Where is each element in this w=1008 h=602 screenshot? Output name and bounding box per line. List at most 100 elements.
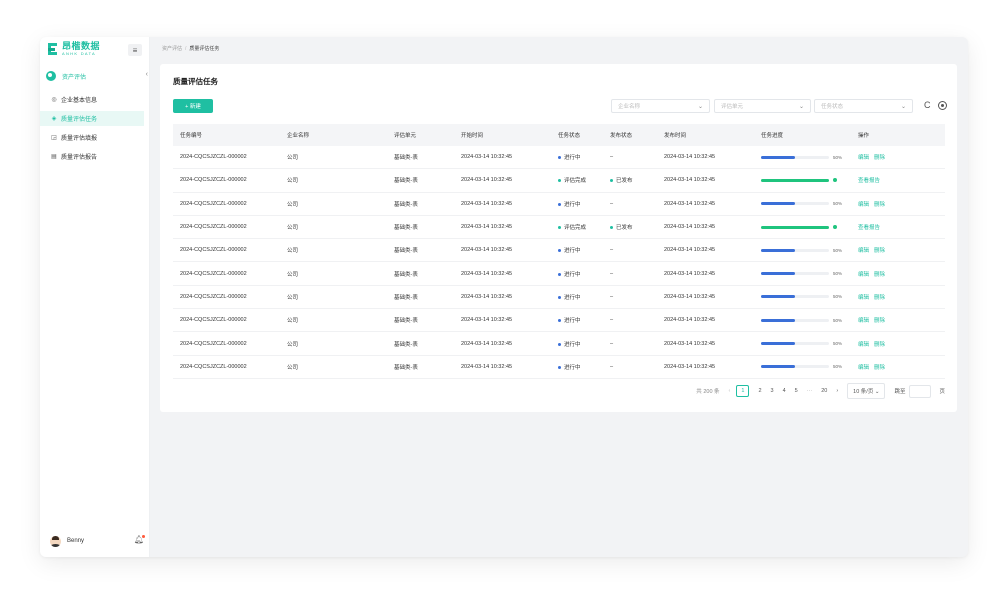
progress-bar bbox=[761, 178, 851, 183]
task-id-cell: 2024-CQCSJZCZL-000002 bbox=[180, 363, 247, 370]
pagination: 共 200 条 ‹ 1 2 3 4 5 ··· 20 › 10 条/页 ⌄ 跳至… bbox=[687, 383, 945, 399]
chevron-down-icon: ⌄ bbox=[798, 104, 804, 110]
page-button-current[interactable]: 1 bbox=[736, 385, 750, 397]
publish-status-cell: – bbox=[603, 341, 657, 347]
progress-fill bbox=[761, 365, 795, 369]
task-id-cell: 2024-CQCSJZCZL-000002 bbox=[180, 177, 247, 184]
progress-track bbox=[761, 202, 829, 206]
start-time-cell: 2024-03-14 10:32:45 bbox=[461, 317, 513, 324]
progress-cell bbox=[754, 178, 851, 183]
unit-filter-select[interactable]: 评估单元 ⌄ bbox=[714, 99, 811, 113]
progress-fill bbox=[761, 225, 829, 229]
next-page-icon[interactable]: › bbox=[836, 388, 839, 394]
view-report-link[interactable]: 查看报告 bbox=[858, 225, 881, 232]
publish-text: – bbox=[610, 340, 614, 347]
page-button[interactable]: 5 bbox=[794, 388, 798, 394]
progress-bar: 50% bbox=[761, 155, 851, 160]
status-text: 进行中 bbox=[564, 155, 581, 162]
progress-fill bbox=[761, 248, 795, 252]
delete-link[interactable]: 删除 bbox=[874, 294, 886, 301]
page-size-select[interactable]: 10 条/页 ⌄ bbox=[847, 383, 886, 399]
new-button[interactable]: + 新建 bbox=[173, 99, 213, 113]
publish-status-cell: 已发布 bbox=[603, 176, 657, 184]
company-cell: 公司 bbox=[287, 225, 299, 232]
status-dot bbox=[558, 319, 561, 323]
edit-link[interactable]: 编辑 bbox=[858, 294, 870, 301]
publish-time-cell: 2024-03-14 10:32:45 bbox=[664, 200, 716, 207]
delete-link[interactable]: 删除 bbox=[874, 318, 886, 325]
actions-cell: 编辑 删除 bbox=[851, 363, 945, 371]
bell-icon[interactable]: 🔔︎ bbox=[133, 535, 145, 544]
menu-toggle-icon[interactable]: ≡ bbox=[128, 44, 142, 56]
delete-link[interactable]: 删除 bbox=[874, 155, 886, 162]
edit-link[interactable]: 编辑 bbox=[858, 248, 870, 255]
module-switcher[interactable]: 资产评估 ‹ bbox=[46, 69, 150, 83]
column-header: 任务编号 bbox=[180, 133, 203, 139]
logo-icon bbox=[48, 43, 59, 55]
prev-page-icon[interactable]: ‹ bbox=[728, 388, 731, 394]
progress-percent: 50% bbox=[833, 341, 843, 347]
notification-dot bbox=[142, 535, 145, 538]
company-filter-select[interactable]: 企业名称 ⌄ bbox=[611, 99, 710, 113]
task-table: 任务编号 企业名称 评估单元 开始时间 任务状态 发布状态 发布时间 任务进度 … bbox=[173, 124, 945, 379]
breadcrumb-separator: / bbox=[185, 46, 187, 52]
page-jump-input[interactable] bbox=[909, 384, 932, 398]
progress-bar: 50% bbox=[761, 248, 851, 253]
module-icon bbox=[46, 71, 56, 81]
task-status-cell: 进行中 bbox=[551, 270, 603, 278]
publish-time-cell: 2024-03-14 10:32:45 bbox=[664, 270, 716, 277]
sidebar-item-company-info[interactable]: ◎ 企业基本信息 bbox=[40, 92, 144, 107]
table-row: 2024-CQCSJZCZL-000002 公司 基础类-表 2024-03-14 1… bbox=[173, 239, 945, 263]
actions-cell: 编辑 删除 bbox=[851, 316, 945, 324]
table-row: 2024-CQCSJZCZL-000002 公司 基础类-表 2024-03-14 1… bbox=[173, 309, 945, 333]
page-button[interactable]: 3 bbox=[770, 388, 774, 394]
page-ellipsis[interactable]: ··· bbox=[806, 388, 813, 394]
progress-cell: 50% bbox=[754, 318, 851, 323]
task-status-cell: 进行中 bbox=[551, 200, 603, 208]
edit-link[interactable]: 编辑 bbox=[858, 271, 870, 278]
table-row: 2024-CQCSJZCZL-000002 公司 基础类-表 2024-03-14 1… bbox=[173, 193, 945, 216]
page-button[interactable]: 4 bbox=[782, 388, 786, 394]
page-button-last[interactable]: 20 bbox=[821, 388, 828, 394]
table-row: 2024-CQCSJZCZL-000002 公司 基础类-表 2024-03-14 1… bbox=[173, 216, 945, 240]
progress-bar: 50% bbox=[761, 294, 851, 299]
actions-cell: 编辑 删除 bbox=[851, 200, 945, 208]
status-dot bbox=[558, 342, 561, 346]
sidebar-item-quality-fill[interactable]: ◲ 质量评估填报 bbox=[40, 130, 144, 145]
table-row: 2024-CQCSJZCZL-000002 公司 基础类-表 2024-03-14 1… bbox=[173, 356, 945, 379]
column-header: 操作 bbox=[858, 133, 870, 139]
chevron-down-icon: ⌄ bbox=[900, 104, 906, 110]
delete-link[interactable]: 删除 bbox=[874, 364, 886, 371]
unit-cell: 基础类-表 bbox=[394, 201, 418, 208]
collapse-arrow-icon[interactable]: ‹ bbox=[145, 71, 148, 78]
settings-icon[interactable] bbox=[938, 101, 947, 110]
delete-link[interactable]: 删除 bbox=[874, 201, 886, 208]
delete-link[interactable]: 删除 bbox=[874, 341, 886, 348]
edit-link[interactable]: 编辑 bbox=[858, 201, 870, 208]
view-report-link[interactable]: 查看报告 bbox=[858, 178, 881, 185]
publish-status-cell: – bbox=[603, 317, 657, 323]
refresh-icon[interactable]: C bbox=[924, 100, 931, 110]
edit-link[interactable]: 编辑 bbox=[858, 155, 870, 162]
progress-fill bbox=[761, 272, 795, 276]
delete-link[interactable]: 删除 bbox=[874, 271, 886, 278]
progress-track bbox=[761, 225, 829, 229]
publish-status-cell: – bbox=[603, 247, 657, 253]
sidebar-item-quality-report[interactable]: ▤ 质量评估报告 bbox=[40, 149, 144, 164]
task-status-cell: 评估完成 bbox=[551, 176, 603, 184]
sidebar-item-quality-tasks[interactable]: ◈ 质量评估任务 bbox=[40, 111, 144, 126]
delete-link[interactable]: 删除 bbox=[874, 248, 886, 255]
edit-link[interactable]: 编辑 bbox=[858, 364, 870, 371]
progress-cell: 50% bbox=[754, 364, 851, 369]
jump-label: 跳至 bbox=[894, 389, 906, 395]
edit-link[interactable]: 编辑 bbox=[858, 341, 870, 348]
progress-cell: 50% bbox=[754, 294, 851, 299]
publish-time-cell: 2024-03-14 10:32:45 bbox=[664, 247, 716, 254]
status-filter-select[interactable]: 任务状态 ⌄ bbox=[814, 99, 913, 113]
breadcrumb-parent[interactable]: 资产评估 bbox=[162, 46, 183, 52]
publish-time-cell: 2024-03-14 10:32:45 bbox=[664, 363, 716, 370]
page-button[interactable]: 2 bbox=[758, 388, 762, 394]
edit-link[interactable]: 编辑 bbox=[858, 318, 870, 325]
progress-bar: 50% bbox=[761, 364, 851, 369]
user-profile[interactable]: Benny 🔔︎ bbox=[50, 534, 145, 548]
